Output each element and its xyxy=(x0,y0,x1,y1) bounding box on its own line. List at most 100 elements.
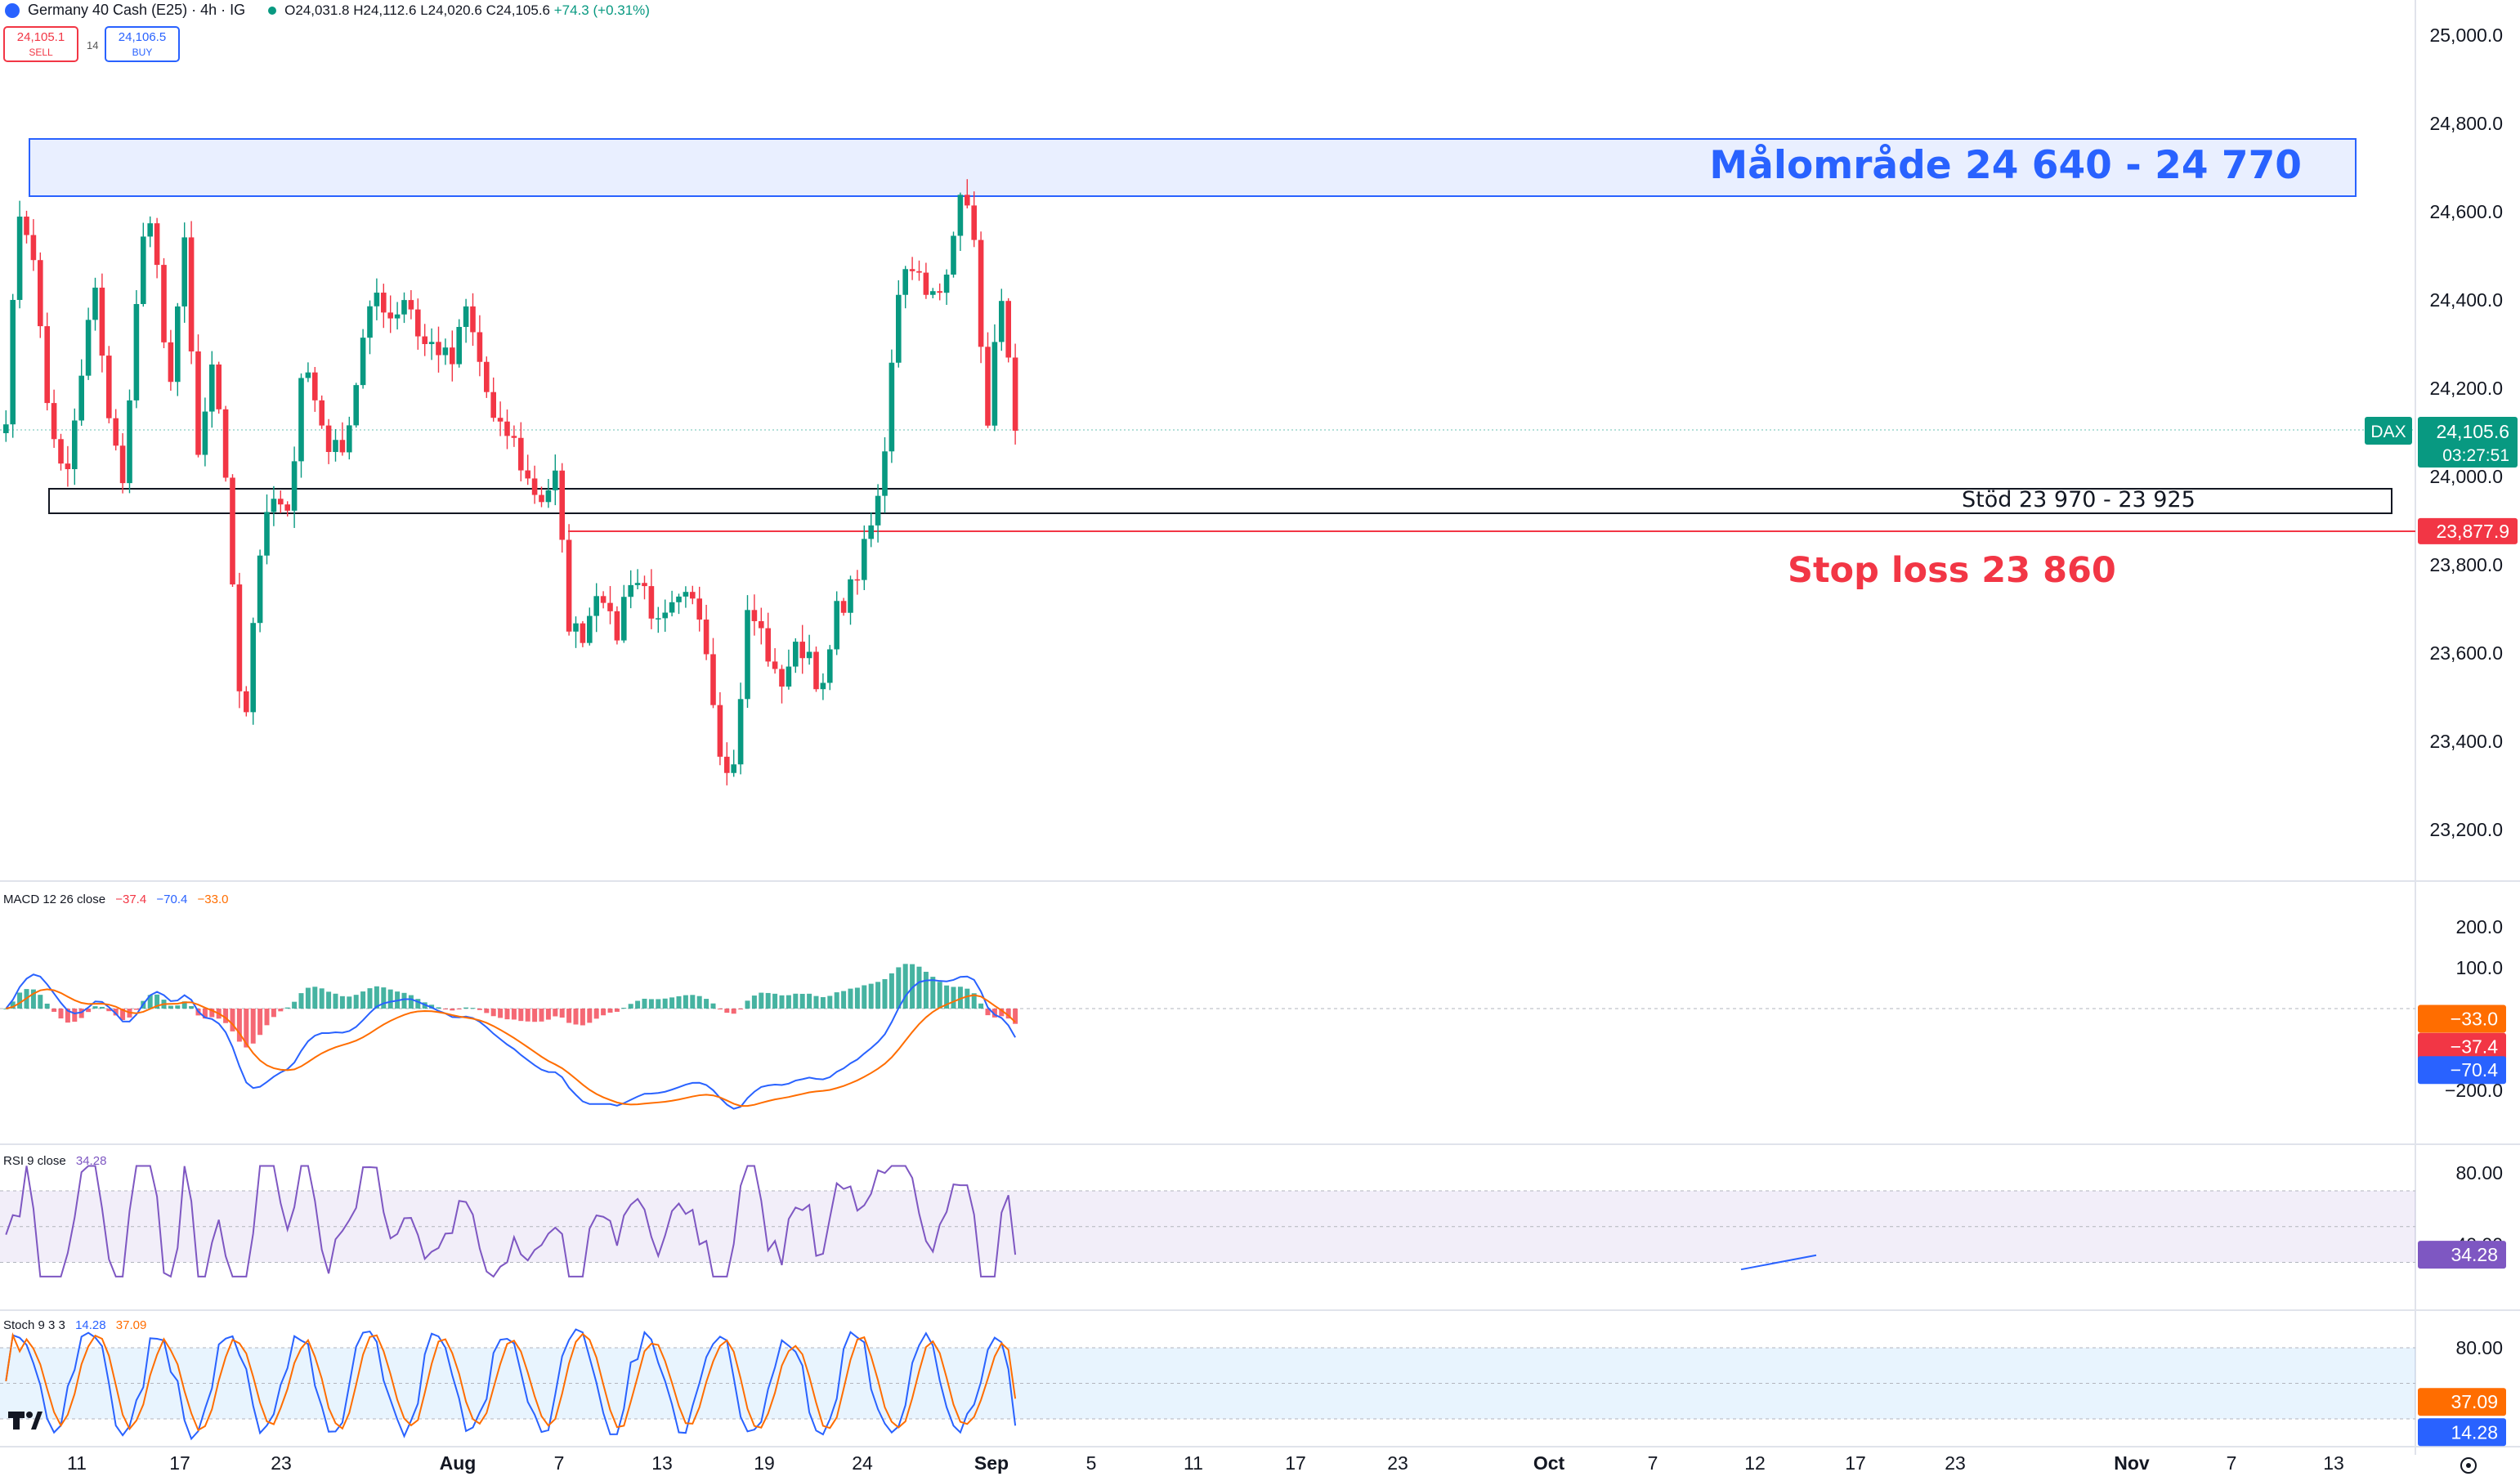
logo-dot-icon xyxy=(26,1412,33,1418)
macd-histogram-bar xyxy=(387,989,393,1009)
candle-body xyxy=(621,597,627,641)
macd-histogram-bar xyxy=(1013,1009,1018,1024)
candle-body xyxy=(353,385,359,426)
buy-button[interactable]: 24,106.5 BUY xyxy=(105,26,180,62)
candle-body xyxy=(119,445,126,484)
candle-body xyxy=(717,705,723,757)
macd-histogram-bar xyxy=(532,1009,538,1022)
macd-histogram-bar xyxy=(518,1009,524,1022)
rsi-value-tag-text: 34.28 xyxy=(2451,1244,2498,1265)
macd-histogram-bar xyxy=(834,992,839,1009)
candle-body xyxy=(133,303,140,400)
time-tick-label: 5 xyxy=(1086,1452,1097,1474)
candle-body xyxy=(230,477,235,585)
macd-histogram-bar xyxy=(65,1009,70,1023)
candle-body xyxy=(442,347,449,356)
candle-body xyxy=(51,403,57,440)
macd-histogram-bar xyxy=(587,1009,593,1023)
time-axis[interactable]: 11 17 23 Aug 7 13 19 24 Sep 5 11 17 23 Oct 7 12 17 23 Nov 7… xyxy=(8,1412,2477,1474)
time-tick-label: Sep xyxy=(974,1452,1009,1474)
macd-histogram-bar xyxy=(51,1009,57,1012)
macd-histogram-bar xyxy=(704,999,709,1009)
ohlc-open: O24,031.8 xyxy=(284,2,350,18)
macd-histogram-bar xyxy=(779,995,785,1009)
macd-histogram-bar xyxy=(353,995,359,1009)
macd-legend[interactable]: MACD 12 26 close −37.4 −70.4 −33.0 xyxy=(3,893,228,906)
price-tick-label: 23,200.0 xyxy=(2429,819,2503,840)
price-tick-label: 24,400.0 xyxy=(2429,289,2503,311)
candle-body xyxy=(236,584,243,691)
candle-body xyxy=(882,451,888,496)
support-zone-box[interactable] xyxy=(48,488,2392,514)
macd-histogram-bar xyxy=(978,1003,984,1009)
current-price-tag[interactable] xyxy=(2418,416,2518,468)
macd-histogram-bar xyxy=(751,996,757,1009)
logo-stem-icon xyxy=(13,1412,20,1430)
macd-histogram-bar xyxy=(868,983,874,1009)
stoch-legend[interactable]: Stoch 9 3 3 14.28 37.09 xyxy=(3,1318,146,1332)
price-tick-label: 23,400.0 xyxy=(2429,731,2503,752)
macd-histogram-bar xyxy=(559,1009,565,1018)
candle-body xyxy=(58,439,64,464)
macd-histogram-bar xyxy=(882,978,888,1009)
logo-slash-icon xyxy=(31,1412,43,1430)
candle-body xyxy=(862,539,867,580)
symbol-title[interactable]: Germany 40 Cash (E25) · 4h · IG xyxy=(28,2,246,18)
candle-body xyxy=(779,669,785,687)
stoch-tick-label: 80.00 xyxy=(2455,1337,2503,1358)
macd-histogram-bar xyxy=(381,987,387,1009)
candle-body xyxy=(65,463,71,470)
macd-histogram-bar xyxy=(147,995,153,1009)
macd-histogram-bar xyxy=(937,982,942,1009)
macd-histogram-bar xyxy=(113,1009,119,1016)
price-axis[interactable]: 25,000.0 24,800.0 24,600.0 24,400.0 24,200.0… xyxy=(2365,25,2518,1447)
macd-histogram-bar xyxy=(648,999,654,1009)
macd-histogram-bar xyxy=(278,1009,284,1012)
candle-body xyxy=(360,338,366,386)
candles-group xyxy=(3,179,1018,785)
buy-label: BUY xyxy=(132,47,153,58)
candle-body xyxy=(78,375,84,421)
macd-histogram-bar xyxy=(347,996,352,1009)
time-tick-label: Nov xyxy=(2114,1452,2150,1474)
macd-histogram-bar xyxy=(930,977,936,1009)
time-tick-label: 24 xyxy=(852,1452,873,1474)
macd-histogram-bar xyxy=(896,967,902,1009)
stop-price-value: 23,877.9 xyxy=(2436,521,2509,542)
macd-histogram-bar xyxy=(189,1005,195,1009)
candle-body xyxy=(250,623,256,713)
axis-settings-icon[interactable] xyxy=(2460,1457,2477,1474)
macd-histogram-bar xyxy=(72,1009,78,1022)
rsi-legend[interactable]: RSI 9 close 34.28 xyxy=(3,1154,106,1168)
candle-body xyxy=(161,265,167,342)
symbol-tag[interactable] xyxy=(2365,416,2412,445)
rsi-line xyxy=(5,1165,1017,1278)
macd-histogram-bar xyxy=(498,1009,504,1018)
macd-histogram-bar xyxy=(181,1001,187,1009)
candle-body xyxy=(387,312,393,319)
sell-button[interactable]: 24,105.1 SELL xyxy=(3,26,78,62)
time-tick-label: 11 xyxy=(1184,1452,1203,1474)
candle-body xyxy=(724,756,730,773)
macd-histogram-bar xyxy=(724,1009,730,1013)
candle-body xyxy=(676,596,682,602)
macd-histogram-bar xyxy=(30,989,36,1009)
candle-body xyxy=(943,274,950,293)
candle-body xyxy=(916,271,922,273)
candle-body xyxy=(772,661,778,669)
candle-body xyxy=(840,601,847,613)
macd-histogram-bar xyxy=(573,1009,579,1025)
macd-histogram-bar xyxy=(813,996,819,1009)
candle-body xyxy=(415,309,421,337)
macd-histogram-bar xyxy=(319,988,325,1009)
target-zone-box[interactable] xyxy=(29,138,2357,197)
macd-histogram-bar xyxy=(807,993,812,1009)
time-tick-label: 7 xyxy=(2227,1452,2237,1474)
price-tick-label: 24,600.0 xyxy=(2429,201,2503,222)
stop-price-tag[interactable] xyxy=(2418,517,2518,544)
symbol-legend[interactable]: Germany 40 Cash (E25) · 4h · IG O24,031.… xyxy=(5,2,650,19)
tradingview-logo-icon[interactable] xyxy=(8,1412,43,1430)
rsi-divergence-line[interactable] xyxy=(1740,1254,1817,1271)
macd-histogram-bar xyxy=(38,995,43,1009)
